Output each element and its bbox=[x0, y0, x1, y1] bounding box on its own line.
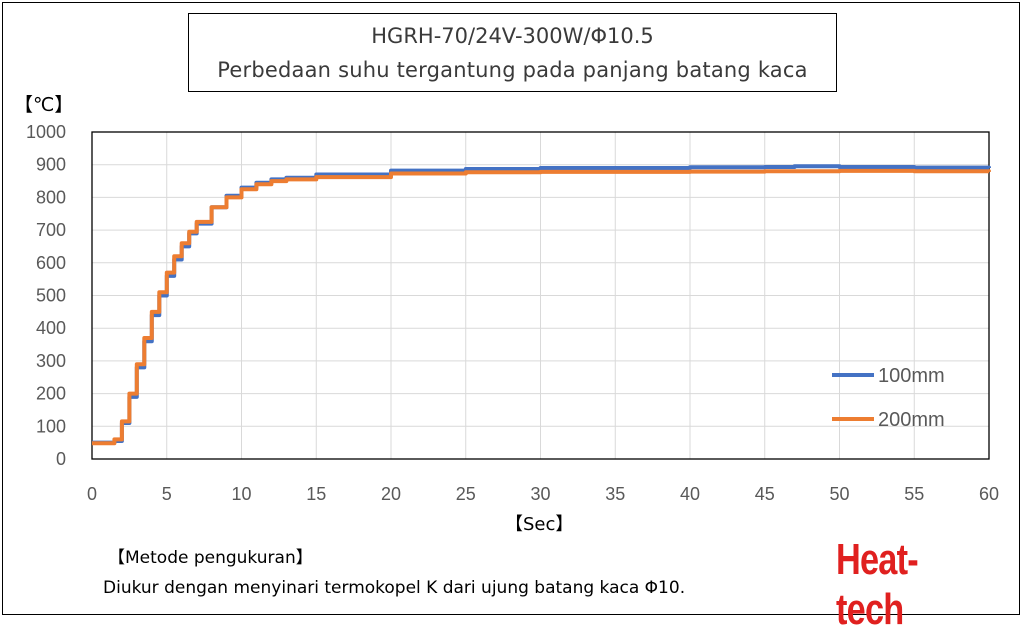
x-tick-label: 15 bbox=[306, 484, 326, 504]
plot-area-border bbox=[91, 131, 990, 460]
y-tick-label: 500 bbox=[36, 286, 66, 306]
y-tick-label: 1000 bbox=[26, 122, 66, 142]
chart-frame bbox=[2, 2, 1020, 615]
x-tick-label: 40 bbox=[680, 484, 700, 504]
x-tick-label: 0 bbox=[87, 484, 97, 504]
y-axis-label: 【℃】 bbox=[14, 94, 74, 116]
heat-tech-logo: Heat-tech bbox=[836, 535, 919, 634]
x-tick-label: 5 bbox=[162, 484, 172, 504]
y-tick-label: 200 bbox=[36, 384, 66, 404]
legend-label-100mm: 100mm bbox=[878, 365, 945, 387]
x-tick-label: 25 bbox=[456, 484, 476, 504]
x-tick-label: 55 bbox=[904, 484, 924, 504]
y-tick-label: 600 bbox=[36, 253, 66, 273]
legend-label-200mm: 200mm bbox=[878, 409, 945, 431]
x-tick-label: 20 bbox=[381, 484, 401, 504]
y-tick-label: 300 bbox=[36, 351, 66, 371]
x-tick-label: 10 bbox=[231, 484, 251, 504]
y-tick-label: 800 bbox=[36, 187, 66, 207]
y-tick-label: 900 bbox=[36, 155, 66, 175]
x-axis-label: 【Sec】 bbox=[505, 514, 574, 535]
chart-title-box: HGRH-70/24V-300W/Φ10.5 Perbedaan suhu te… bbox=[188, 13, 837, 92]
chart-title: HGRH-70/24V-300W/Φ10.5 bbox=[371, 24, 654, 48]
x-tick-label: 35 bbox=[605, 484, 625, 504]
x-tick-label: 45 bbox=[755, 484, 775, 504]
y-tick-label: 0 bbox=[56, 449, 66, 469]
x-tick-label: 60 bbox=[979, 484, 999, 504]
chart-subtitle: Perbedaan suhu tergantung pada panjang b… bbox=[217, 58, 808, 82]
x-tick-label: 30 bbox=[530, 484, 550, 504]
y-tick-label: 400 bbox=[36, 318, 66, 338]
series-line-200mm bbox=[92, 168, 991, 446]
line-chart: 0 100 200 300 400 500 600 700 800 900 1000 0 5 10 15 20… bbox=[26, 122, 999, 504]
y-tick-label: 100 bbox=[36, 416, 66, 436]
method-text: Diukur dengan menyinari termokopel K dar… bbox=[103, 578, 686, 598]
x-tick-label: 50 bbox=[829, 484, 849, 504]
y-tick-label: 700 bbox=[36, 220, 66, 240]
method-label: 【Metode pengukuran】 bbox=[108, 548, 313, 568]
